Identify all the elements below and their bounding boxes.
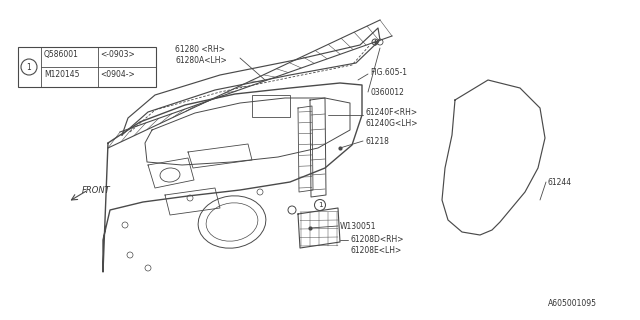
Text: 0360012: 0360012 xyxy=(370,88,404,97)
Text: 61218: 61218 xyxy=(365,137,389,146)
Text: 61240F<RH>: 61240F<RH> xyxy=(365,108,417,117)
Text: A605001095: A605001095 xyxy=(548,299,597,308)
Bar xyxy=(18,47,156,87)
Text: 61208D<RH>: 61208D<RH> xyxy=(350,235,403,244)
Text: M120145: M120145 xyxy=(44,70,79,79)
Text: <0904->: <0904-> xyxy=(100,70,135,79)
Text: FIG.605-1: FIG.605-1 xyxy=(370,68,407,77)
Text: 1: 1 xyxy=(27,62,31,71)
Text: <-0903>: <-0903> xyxy=(100,50,135,59)
Text: 1: 1 xyxy=(317,202,323,208)
Text: 61208E<LH>: 61208E<LH> xyxy=(350,246,401,255)
Text: 61244: 61244 xyxy=(548,178,572,187)
Text: 61240G<LH>: 61240G<LH> xyxy=(365,119,417,128)
Text: 61280 <RH>: 61280 <RH> xyxy=(175,45,225,54)
Text: Q586001: Q586001 xyxy=(44,50,79,59)
Text: FRONT: FRONT xyxy=(82,186,111,195)
Text: 61280A<LH>: 61280A<LH> xyxy=(175,56,227,65)
Text: W130051: W130051 xyxy=(340,222,376,231)
